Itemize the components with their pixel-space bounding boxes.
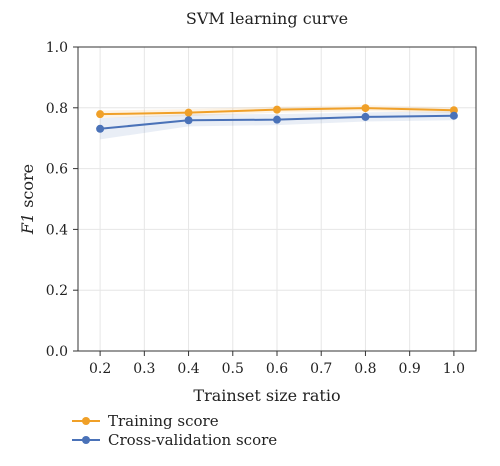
- x-tick-label: 0.7: [310, 361, 332, 377]
- y-axis-label-rest: score: [18, 164, 37, 213]
- data-point: [449, 106, 458, 115]
- data-point: [361, 104, 370, 113]
- legend-marker-0: [82, 417, 90, 425]
- legend-label-1: Cross-validation score: [108, 431, 277, 449]
- y-axis-label-italic: F1: [18, 213, 37, 235]
- data-point: [96, 110, 105, 119]
- series-points: [96, 104, 458, 133]
- data-point: [273, 105, 281, 114]
- y-tick-label: 0.4: [46, 222, 68, 238]
- y-tick-label: 0.0: [46, 344, 68, 360]
- data-point: [96, 124, 105, 133]
- legend-marker-1: [82, 436, 90, 444]
- chart-title: SVM learning curve: [186, 9, 348, 28]
- y-tick-label: 0.6: [46, 162, 68, 178]
- data-point: [361, 112, 370, 121]
- y-tick-label: 1.0: [46, 40, 68, 56]
- axes: [73, 46, 477, 356]
- x-tick-label: 0.3: [133, 361, 155, 377]
- y-axis-label: F1 score: [18, 164, 37, 235]
- x-tick-label: 0.9: [399, 361, 421, 377]
- x-axis-label: Trainset size ratio: [193, 386, 340, 405]
- x-tick-label: 0.8: [354, 361, 376, 377]
- y-tick-label: 0.2: [46, 283, 68, 299]
- data-point: [184, 116, 193, 125]
- legend-label-0: Training score: [108, 412, 219, 430]
- x-tick-label: 0.5: [222, 361, 244, 377]
- x-tick-label: 1.0: [443, 361, 465, 377]
- x-tick-label: 0.4: [177, 361, 199, 377]
- data-point: [184, 108, 193, 117]
- x-tick-label: 0.6: [266, 361, 288, 377]
- x-tick-label: 0.2: [89, 361, 111, 377]
- tick-labels: 0.2 0.3 0.4 0.5 0.6 0.7 0.8 0.9 1.0 0.0 0.2 0.4 0.6 0…: [46, 40, 465, 377]
- data-point: [449, 111, 458, 120]
- data-point: [273, 115, 281, 124]
- y-tick-label: 0.8: [46, 101, 68, 117]
